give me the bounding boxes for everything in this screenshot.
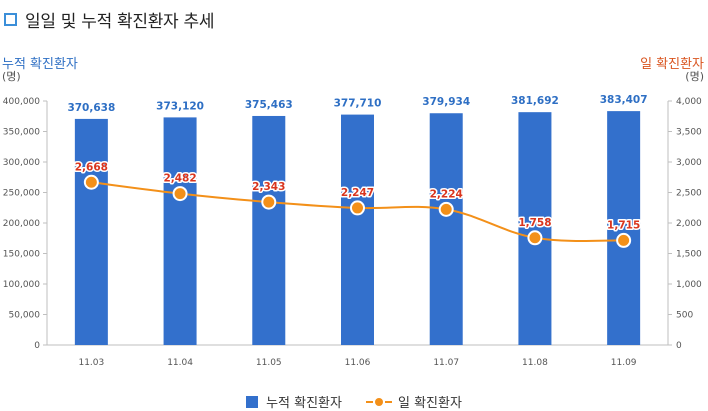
x-tick-label: 11.04: [167, 358, 193, 368]
left-axis-title: 누적 확진환자: [2, 57, 78, 72]
x-tick-label: 11.06: [345, 358, 371, 368]
line-data-label: 1,715: [607, 219, 640, 231]
line-data-label: 2,343: [252, 181, 285, 193]
left-tick-label: 0: [34, 341, 40, 351]
bar-data-label: 383,407: [600, 94, 648, 106]
line-data-label: 2,668: [75, 161, 108, 173]
line-data-label: 2,482: [163, 173, 196, 185]
line-data-label: 2,224: [430, 188, 463, 200]
line-point: [616, 232, 632, 248]
bar-data-label: 373,120: [156, 100, 204, 112]
right-tick-label: 0: [676, 341, 682, 351]
right-tick-label: 500: [676, 311, 693, 321]
left-tick-label: 50,000: [9, 311, 41, 321]
line-data-label: 2,247: [341, 187, 374, 199]
bar: [607, 111, 641, 345]
legend: 누적 확진환자 일 확진환자: [0, 392, 708, 411]
left-tick-label: 350,000: [3, 128, 40, 138]
x-tick-label: 11.03: [78, 358, 104, 368]
left-axis-unit: (명): [2, 70, 21, 83]
bar: [341, 114, 374, 346]
right-tick-label: 3,500: [676, 128, 702, 138]
line-data-label: 1,758: [518, 217, 551, 229]
right-tick-label: 4,000: [676, 97, 702, 107]
line-point: [83, 174, 99, 190]
bar: [518, 112, 552, 345]
x-tick-label: 11.07: [433, 358, 459, 368]
title-area: 일일 및 누적 확진환자 추세: [4, 7, 214, 32]
legend-item-bar: 누적 확진환자: [246, 392, 342, 411]
right-axis-unit: (명): [685, 70, 704, 83]
left-tick-label: 300,000: [3, 158, 40, 168]
x-tick-label: 11.09: [611, 358, 637, 368]
x-tick-label: 11.05: [256, 358, 282, 368]
line-point: [350, 200, 365, 216]
legend-item-line: 일 확진환자: [365, 392, 462, 411]
bar: [252, 115, 286, 346]
bar-data-label: 370,638: [67, 102, 115, 114]
line-point: [261, 194, 277, 210]
bar: [429, 113, 463, 345]
legend-label-line: 일 확진환자: [397, 396, 462, 411]
bar-data-label: 381,692: [511, 95, 559, 107]
right-tick-label: 2,000: [676, 219, 702, 229]
chart-title: 일일 및 누적 확진환자 추세: [25, 12, 215, 32]
bar-swatch-icon: [246, 395, 259, 408]
right-tick-label: 2,500: [676, 189, 702, 199]
right-tick-label: 1,000: [676, 280, 702, 290]
left-tick-label: 400,000: [3, 97, 40, 107]
bar-data-label: 379,934: [422, 96, 470, 108]
right-axis-title: 일 확진환자: [640, 57, 704, 72]
x-tick-label: 11.08: [522, 358, 548, 368]
left-tick-label: 200,000: [3, 219, 40, 229]
right-tick-label: 1,500: [676, 250, 702, 260]
line-marker-icon: [365, 396, 392, 408]
bar-data-label: 375,463: [245, 99, 293, 111]
legend-label-bar: 누적 확진환자: [266, 396, 342, 411]
bar-data-label: 377,710: [334, 98, 382, 110]
bar: [74, 118, 108, 345]
line-point: [172, 186, 188, 202]
left-tick-label: 150,000: [3, 250, 40, 260]
left-tick-label: 100,000: [3, 280, 40, 290]
bar: [163, 117, 197, 346]
line-point: [527, 230, 543, 246]
left-tick-label: 250,000: [3, 189, 40, 199]
right-tick-label: 3,000: [676, 158, 702, 168]
square-bullet-icon: [4, 13, 17, 26]
line-point: [438, 201, 454, 217]
